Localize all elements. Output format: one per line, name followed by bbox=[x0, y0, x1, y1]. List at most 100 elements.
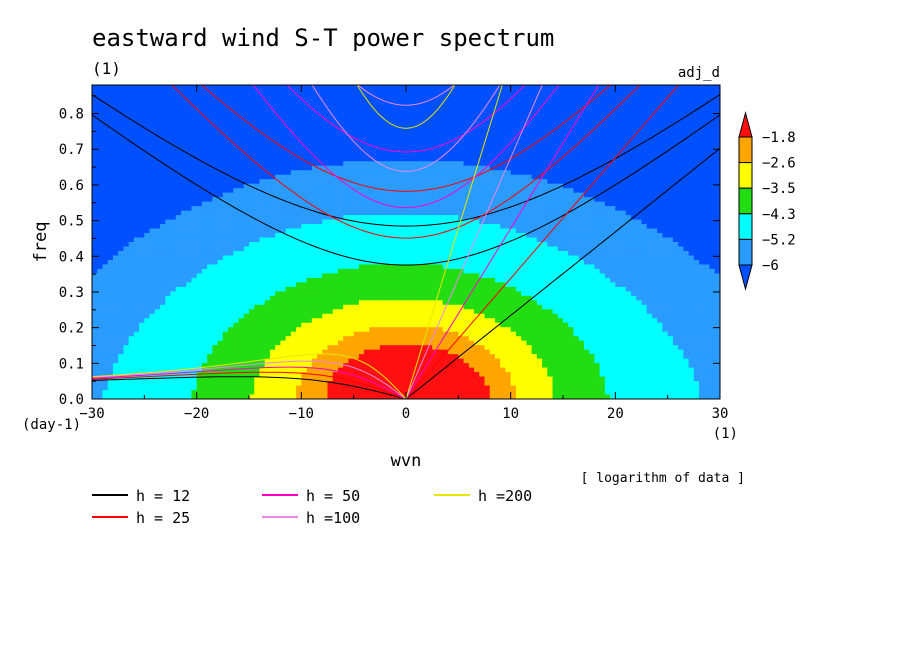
heatmap-cell bbox=[301, 242, 308, 248]
heatmap-cell bbox=[337, 111, 344, 117]
heatmap-cell bbox=[264, 259, 271, 266]
heatmap-cell bbox=[651, 174, 658, 180]
heatmap-cell bbox=[196, 268, 203, 274]
heatmap-cell bbox=[578, 174, 585, 180]
heatmap-cell bbox=[636, 116, 643, 122]
heatmap-cell bbox=[416, 98, 423, 104]
heatmap-cell bbox=[217, 143, 224, 149]
heatmap-cell bbox=[348, 219, 355, 225]
heatmap-cell bbox=[646, 242, 653, 248]
heatmap-cell bbox=[662, 183, 669, 189]
heatmap-cell bbox=[264, 111, 271, 117]
heatmap-cell bbox=[154, 174, 161, 180]
heatmap-cell bbox=[259, 174, 266, 180]
heatmap-cell bbox=[489, 125, 496, 131]
heatmap-cell bbox=[207, 161, 213, 167]
heatmap-cell bbox=[453, 219, 459, 225]
heatmap-cell bbox=[107, 255, 114, 261]
heatmap-cell bbox=[233, 129, 240, 135]
heatmap-cell bbox=[186, 174, 193, 180]
heatmap-cell bbox=[400, 161, 407, 167]
heatmap-cell bbox=[442, 102, 449, 109]
heatmap-cell bbox=[494, 250, 501, 257]
heatmap-cell bbox=[201, 228, 208, 234]
heatmap-cell bbox=[395, 179, 402, 185]
heatmap-cell bbox=[463, 138, 470, 144]
heatmap-cell bbox=[222, 246, 229, 252]
heatmap-cell bbox=[92, 179, 98, 185]
heatmap-cell bbox=[683, 129, 690, 135]
heatmap-cell bbox=[222, 224, 229, 230]
heatmap-cell bbox=[343, 125, 350, 131]
heatmap-cell bbox=[604, 143, 611, 149]
heatmap-cell bbox=[667, 219, 674, 225]
heatmap-cell bbox=[432, 116, 438, 122]
heatmap-cell bbox=[217, 161, 224, 167]
heatmap-cell bbox=[97, 85, 104, 91]
heatmap-cell bbox=[186, 268, 193, 274]
heatmap-cell bbox=[442, 206, 449, 212]
heatmap-cell bbox=[416, 250, 423, 257]
heatmap-cell bbox=[128, 233, 135, 239]
heatmap-cell bbox=[154, 242, 161, 248]
heatmap-cell bbox=[165, 210, 172, 216]
heatmap-cell bbox=[688, 111, 695, 117]
heatmap-cell bbox=[249, 206, 255, 212]
heatmap-cell bbox=[290, 85, 297, 91]
heatmap-cell bbox=[704, 98, 711, 104]
heatmap-cell bbox=[672, 197, 679, 203]
heatmap-cell bbox=[212, 138, 219, 144]
heatmap-cell bbox=[369, 246, 376, 252]
heatmap-cell bbox=[212, 188, 219, 194]
heatmap-cell bbox=[468, 129, 475, 135]
heatmap-cell bbox=[578, 152, 585, 158]
heatmap-cell bbox=[510, 125, 517, 131]
heatmap-cell bbox=[259, 246, 266, 252]
heatmap-cell bbox=[379, 224, 386, 230]
heatmap-cell bbox=[92, 197, 98, 203]
heatmap-cell bbox=[447, 224, 454, 230]
heatmap-cell bbox=[139, 264, 145, 270]
heatmap-cell bbox=[343, 228, 350, 234]
heatmap-cell bbox=[406, 188, 412, 194]
heatmap-cell bbox=[149, 98, 156, 104]
heatmap-cell bbox=[175, 129, 182, 135]
heatmap-cell bbox=[678, 107, 684, 113]
heatmap-cell bbox=[610, 138, 616, 144]
heatmap-cell bbox=[515, 147, 522, 153]
heatmap-cell bbox=[301, 152, 308, 158]
heatmap-cell bbox=[369, 233, 376, 239]
heatmap-cell bbox=[563, 242, 569, 248]
heatmap-cell bbox=[447, 206, 454, 212]
heatmap-cell bbox=[437, 174, 444, 180]
heatmap-cell bbox=[233, 215, 240, 221]
heatmap-cell bbox=[437, 138, 444, 144]
heatmap-cell bbox=[672, 264, 679, 270]
heatmap-cell bbox=[662, 147, 669, 153]
heatmap-cell bbox=[463, 264, 470, 270]
heatmap-cell bbox=[447, 120, 454, 126]
heatmap-cell bbox=[238, 89, 245, 95]
heatmap-cell bbox=[306, 188, 313, 194]
heatmap-cell bbox=[296, 255, 302, 261]
heatmap-cell bbox=[657, 161, 664, 167]
heatmap-cell bbox=[693, 165, 700, 171]
heatmap-cell bbox=[683, 197, 690, 203]
heatmap-cell bbox=[212, 125, 219, 131]
heatmap-cell bbox=[343, 143, 350, 149]
heatmap-cell bbox=[442, 264, 449, 270]
heatmap-cell bbox=[505, 102, 512, 109]
heatmap-cell bbox=[296, 89, 302, 95]
heatmap-cell bbox=[536, 237, 543, 243]
heatmap-cell bbox=[500, 192, 507, 198]
heatmap-cell bbox=[133, 228, 140, 234]
heatmap-cell bbox=[714, 111, 720, 117]
heatmap-cell bbox=[432, 188, 438, 194]
heatmap-cell bbox=[107, 246, 114, 252]
heatmap-cell bbox=[139, 165, 145, 171]
heatmap-cell bbox=[149, 179, 156, 185]
heatmap-cell bbox=[432, 170, 438, 176]
heatmap-cell bbox=[505, 242, 512, 248]
heatmap-cell bbox=[327, 143, 334, 149]
heatmap-cell bbox=[709, 165, 716, 171]
